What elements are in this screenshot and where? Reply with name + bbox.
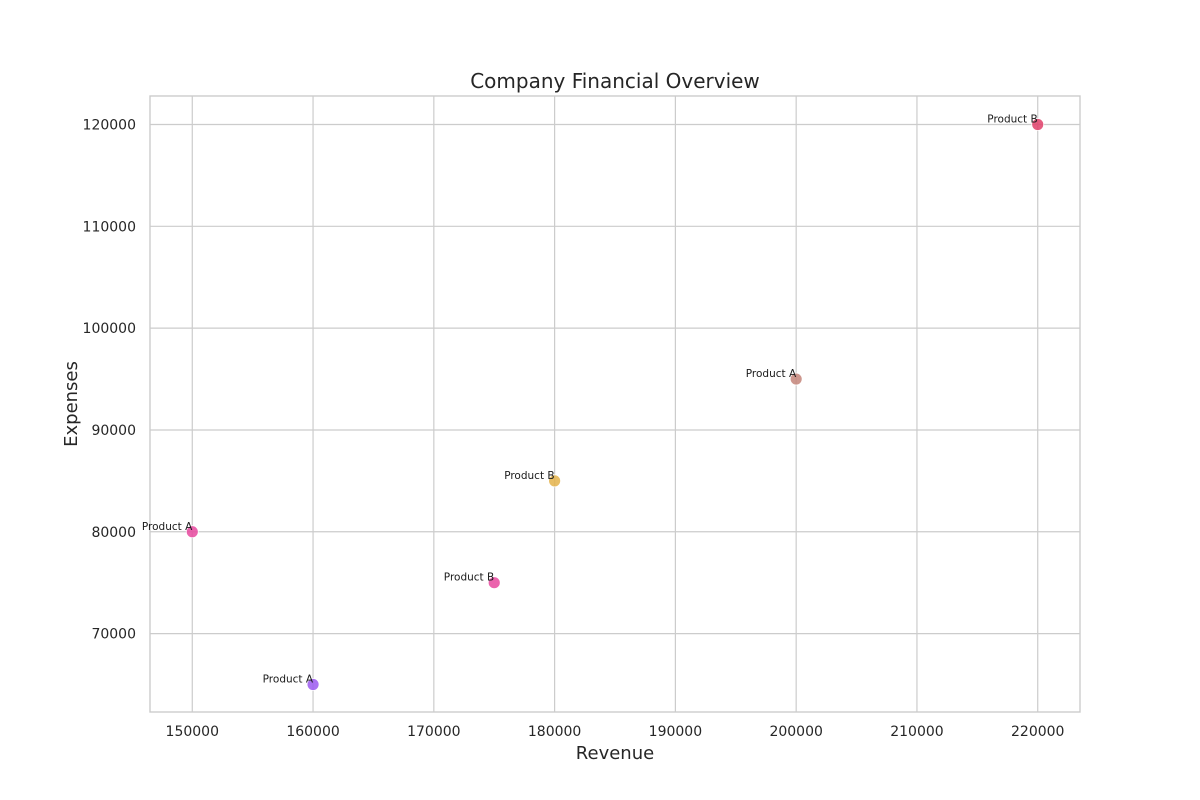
data-point xyxy=(487,576,501,590)
point-label: Product A xyxy=(263,674,314,686)
data-point xyxy=(306,678,320,691)
point-labels: Product A Product A Product B Product B Prod… xyxy=(142,114,1038,686)
x-tick-label: 160000 xyxy=(286,724,339,740)
plot-frame xyxy=(149,95,1081,713)
y-tick-label: 80000 xyxy=(91,525,136,541)
point-label: Product B xyxy=(504,470,554,482)
x-tick-label: 200000 xyxy=(769,724,822,740)
x-tick-label: 220000 xyxy=(1011,724,1064,740)
y-tick-label: 120000 xyxy=(83,118,136,134)
point-label: Product A xyxy=(142,521,193,533)
y-axis-label: Expenses xyxy=(61,361,82,447)
point-label: Product B xyxy=(444,572,494,584)
y-tick-label: 100000 xyxy=(83,321,136,337)
y-tick-label: 90000 xyxy=(91,423,136,439)
y-tick-label: 70000 xyxy=(91,627,136,643)
x-axis-ticks: 150000 160000 170000 180000 190000 200000 2100… xyxy=(166,724,1065,740)
x-tick-label: 180000 xyxy=(528,724,581,740)
data-points xyxy=(185,118,1045,691)
data-point xyxy=(185,525,199,539)
data-point xyxy=(789,372,803,386)
data-point xyxy=(1031,118,1045,131)
x-axis-label: Revenue xyxy=(576,743,654,764)
x-tick-label: 190000 xyxy=(649,724,702,740)
chart-title: Company Financial Overview xyxy=(470,69,760,93)
point-label: Product B xyxy=(987,114,1037,126)
x-tick-label: 210000 xyxy=(890,724,943,740)
data-point xyxy=(548,474,562,488)
x-tick-label: 170000 xyxy=(407,724,460,740)
point-label: Product A xyxy=(746,368,797,380)
y-tick-label: 110000 xyxy=(83,219,136,235)
y-axis-ticks: 70000 80000 90000 100000 110000 120000 xyxy=(83,118,136,643)
grid xyxy=(150,96,1080,712)
x-tick-label: 150000 xyxy=(166,724,219,740)
